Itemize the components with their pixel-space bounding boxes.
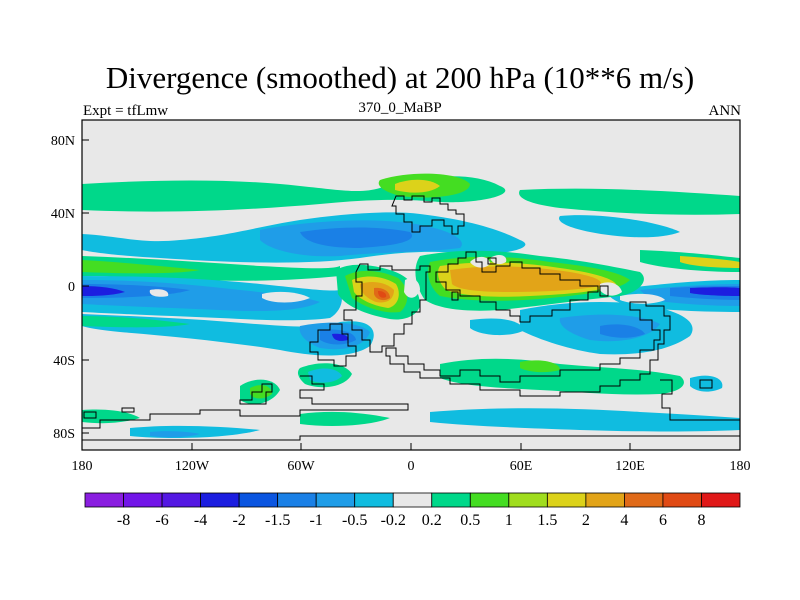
colorbar-labels: -8 -6 -4 -2 -1.5 -1 -0.5 -0.2 0.2 0.5 1 1.5 2 4 6 8 bbox=[117, 512, 706, 529]
colorbar-box bbox=[624, 492, 664, 508]
colorbar-box bbox=[546, 492, 587, 508]
colorbar-box bbox=[238, 492, 279, 508]
period-label: 370_0_MaBP bbox=[358, 100, 442, 116]
colorbar-box bbox=[277, 492, 317, 508]
y-tick-40n: 40N bbox=[51, 207, 75, 222]
tick-marks bbox=[81, 139, 741, 450]
colorbar-box bbox=[585, 492, 625, 508]
colorbar bbox=[84, 492, 741, 508]
colorbar-box bbox=[123, 492, 163, 508]
colorbar-box bbox=[354, 492, 394, 508]
colorbar-label: -1.5 bbox=[265, 512, 290, 529]
colorbar-label: -0.2 bbox=[381, 512, 406, 529]
colorbar-label: 0.2 bbox=[422, 512, 442, 529]
colorbar-label: 6 bbox=[659, 512, 667, 529]
colorbar-label: 4 bbox=[620, 512, 628, 529]
colorbar-box bbox=[662, 492, 702, 508]
colorbar-label: 8 bbox=[697, 512, 705, 529]
season-label: ANN bbox=[708, 103, 742, 119]
colorbar-label: -4 bbox=[194, 512, 207, 529]
colorbar-label: 1 bbox=[505, 512, 513, 529]
colorbar-box bbox=[315, 492, 356, 508]
colorbar-box bbox=[200, 492, 240, 508]
divergence-field bbox=[82, 173, 740, 438]
colorbar-box bbox=[161, 492, 201, 508]
colorbar-label: -1 bbox=[310, 512, 323, 529]
colorbar-box bbox=[431, 492, 471, 508]
y-tick-40s: 40S bbox=[53, 354, 75, 369]
colorbar-label: 1.5 bbox=[537, 512, 557, 529]
x-tick-labels: 180 120W 60W 0 60E 120E 180 bbox=[72, 459, 751, 474]
colorbar-label: -0.5 bbox=[342, 512, 367, 529]
colorbar-box bbox=[84, 492, 124, 508]
y-tick-80s: 80S bbox=[53, 427, 75, 442]
experiment-label: Expt = tfLmw bbox=[83, 103, 169, 119]
x-tick-180w: 180 bbox=[72, 459, 93, 474]
plot-title: Divergence (smoothed) at 200 hPa (10**6 … bbox=[105, 60, 695, 95]
colorbar-label: -8 bbox=[117, 512, 130, 529]
y-tick-80n: 80N bbox=[51, 134, 75, 149]
y-tick-0: 0 bbox=[68, 280, 75, 295]
colorbar-box bbox=[701, 492, 741, 508]
x-tick-120w: 120W bbox=[175, 459, 210, 474]
coastlines bbox=[82, 195, 740, 441]
x-tick-180e: 180 bbox=[730, 459, 751, 474]
colorbar-box bbox=[392, 492, 433, 508]
x-tick-60e: 60E bbox=[510, 459, 533, 474]
colorbar-label: 0.5 bbox=[460, 512, 480, 529]
x-tick-60w: 60W bbox=[287, 459, 315, 474]
colorbar-box bbox=[469, 492, 510, 508]
x-tick-0: 0 bbox=[408, 459, 415, 474]
colorbar-label: -6 bbox=[155, 512, 168, 529]
y-tick-labels: 80N 40N 0 40S 80S bbox=[51, 134, 75, 442]
colorbar-label: -2 bbox=[232, 512, 245, 529]
colorbar-box bbox=[508, 492, 548, 508]
x-tick-120e: 120E bbox=[615, 459, 645, 474]
colorbar-label: 2 bbox=[582, 512, 590, 529]
